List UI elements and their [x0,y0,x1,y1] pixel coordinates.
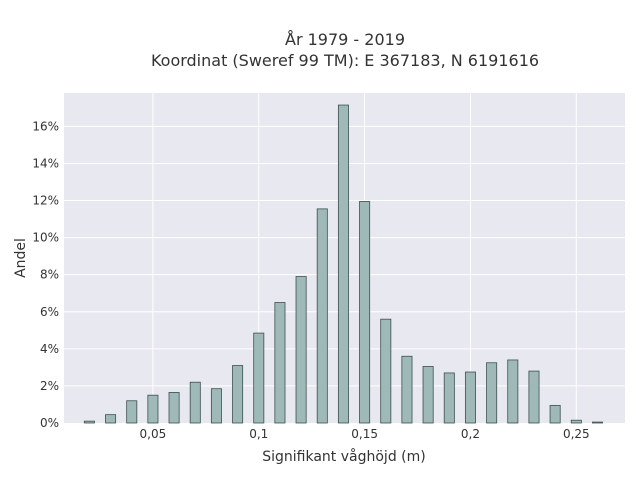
y-tick-label: 4% [40,342,59,356]
chart-title-line2: Koordinat (Sweref 99 TM): E 367183, N 61… [151,51,539,70]
bar [232,365,244,424]
bar [528,370,540,424]
y-tick-label: 10% [32,231,59,245]
bar [486,362,498,424]
y-tick-label: 14% [32,156,59,170]
bar [337,104,349,424]
y-tick-label: 0% [40,416,59,430]
y-tick-label: 16% [32,119,59,133]
bar [591,421,603,424]
bar [570,419,582,424]
bar [464,371,476,424]
bar [105,414,117,424]
y-axis-title: Andel [13,238,29,278]
bars [83,104,603,424]
bar [359,201,371,424]
x-tick-label: 0,2 [461,427,480,441]
bar [295,276,307,424]
bar [507,359,519,424]
y-tick-label: 6% [40,305,59,319]
bar [253,332,265,424]
bar [549,404,561,424]
x-axis-title: Signifikant våghöjd (m) [262,448,425,465]
bar [443,372,455,424]
bar [126,400,138,424]
bar [147,394,159,424]
bar [83,420,95,424]
y-tick-labels: 0% 2% 4% 6% 8% 10% 12% 14% 16% [32,119,59,430]
y-tick-label: 12% [32,194,59,208]
x-tick-label: 0,25 [563,427,590,441]
bar [422,366,434,424]
bar [316,208,328,424]
bar [210,388,222,424]
bar [401,355,413,424]
y-tick-label: 8% [40,268,59,282]
x-tick-label: 0,1 [249,427,268,441]
x-tick-label: 0,05 [140,427,167,441]
bar [189,381,201,424]
bar [168,392,180,424]
bar [274,302,286,424]
y-tick-label: 2% [40,379,59,393]
chart-title-line1: År 1979 - 2019 [285,30,405,49]
x-tick-labels: 0,05 0,1 0,15 0,2 0,25 [140,427,590,441]
bar [380,318,392,424]
x-tick-label: 0,15 [351,427,378,441]
